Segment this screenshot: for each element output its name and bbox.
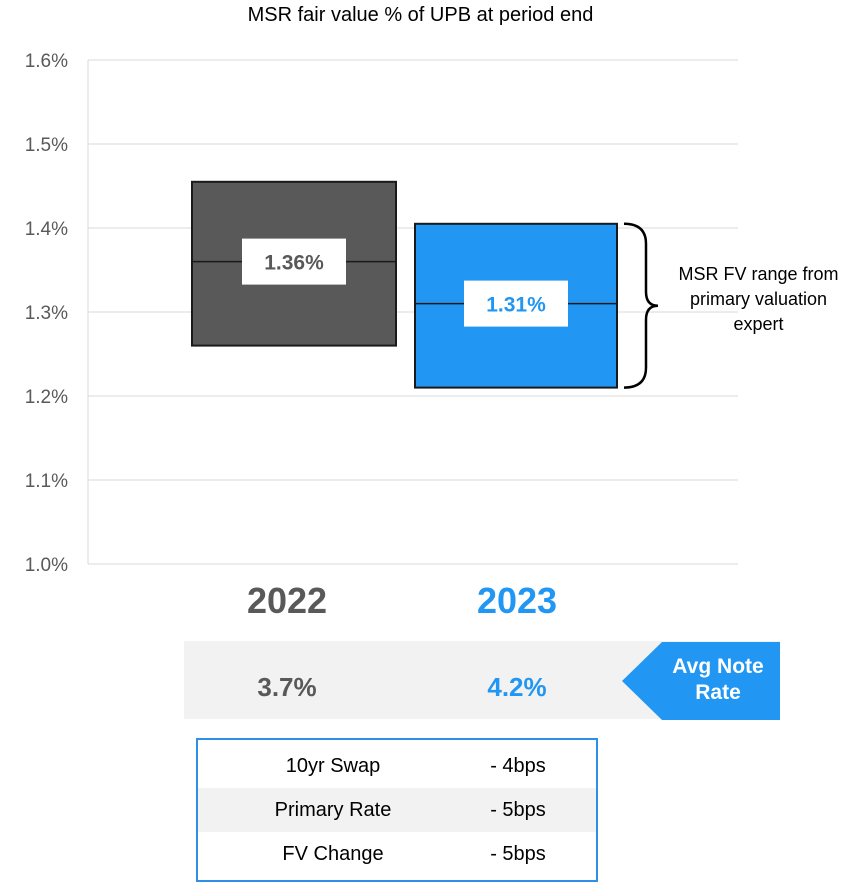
- row-value: - 5bps: [490, 799, 546, 821]
- row-value: - 5bps: [490, 843, 546, 865]
- row-label: Primary Rate: [274, 799, 392, 821]
- note-rate-2022: 3.7%: [257, 672, 317, 702]
- row-label: FV Change: [282, 843, 384, 865]
- y-tick-label: 1.6%: [25, 51, 68, 72]
- y-tick-label: 1.1%: [25, 471, 68, 492]
- row-label: 10yr Swap: [285, 755, 381, 777]
- avg-note-rate-tag: Avg Note Rate: [622, 642, 780, 720]
- midpoint-label-2023: 1.31%: [486, 294, 546, 317]
- range-annotation: MSR FV range from primary valuation expe…: [678, 264, 839, 334]
- changes-table: 10yr Swap - 4bps Primary Rate - 5bps FV …: [196, 738, 598, 882]
- y-tick-label: 1.0%: [25, 555, 68, 576]
- y-tick-label: 1.5%: [25, 135, 68, 156]
- midpoint-label-2022: 1.36%: [264, 252, 324, 275]
- box-chart: 1.0% 1.1% 1.2% 1.3% 1.4% 1.5% 1.6% 1.36% 1.31%: [25, 51, 738, 576]
- chart-title: MSR fair value % of UPB at period end: [247, 4, 594, 26]
- y-tick-label: 1.4%: [25, 219, 68, 240]
- table-row: 10yr Swap - 4bps: [198, 744, 596, 788]
- tag-arrow-shape: [622, 642, 780, 720]
- range-brace: [623, 222, 659, 389]
- y-tick-label: 1.2%: [25, 387, 68, 408]
- midpoint-label-bg-2022: [242, 238, 346, 285]
- row-value: - 4bps: [490, 755, 546, 777]
- year-label-2022: 2022: [246, 580, 328, 621]
- avg-note-rate-label: Avg Note Rate: [672, 655, 764, 704]
- note-rate-2023: 4.2%: [487, 672, 547, 702]
- table-row: FV Change - 5bps: [198, 832, 596, 876]
- y-tick-label: 1.3%: [25, 303, 68, 324]
- year-label-2023: 2023: [476, 580, 558, 621]
- midpoint-label-bg-2023: [464, 280, 568, 327]
- table-row: Primary Rate - 5bps: [198, 788, 596, 832]
